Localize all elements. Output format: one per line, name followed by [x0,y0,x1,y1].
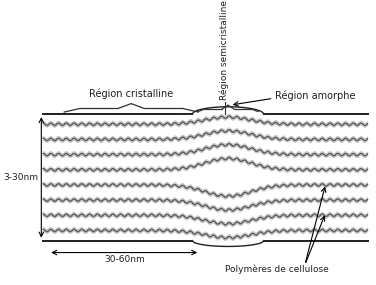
Text: Région cristalline: Région cristalline [89,88,173,99]
Text: Région amorphe: Région amorphe [275,90,356,101]
Text: Polymères de cellulose: Polymères de cellulose [225,264,329,274]
Text: Région semicristalline: Région semicristalline [220,0,229,100]
Text: 3-30nm: 3-30nm [3,173,38,182]
Text: 30-60nm: 30-60nm [104,255,145,264]
